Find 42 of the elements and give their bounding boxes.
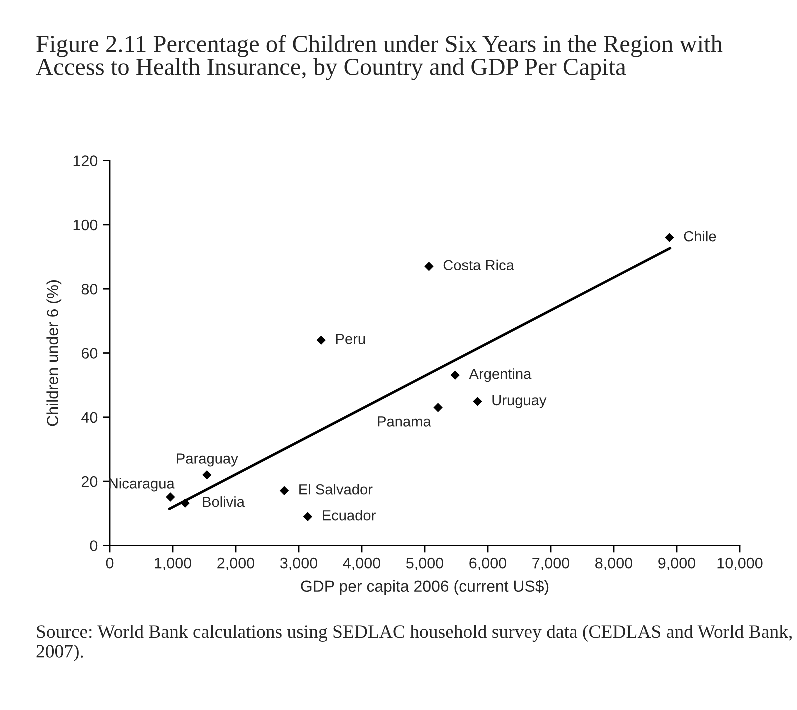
x-tick-label: 9,000 xyxy=(658,558,696,571)
point xyxy=(450,370,460,380)
point xyxy=(434,403,443,412)
point xyxy=(473,397,482,406)
y-tick-label: 0 xyxy=(90,540,98,552)
y-tick-label: 100 xyxy=(74,220,98,231)
point xyxy=(202,470,212,480)
point xyxy=(665,233,674,242)
point xyxy=(303,512,313,522)
annotation: Bolivia xyxy=(203,496,245,508)
y-tick-label: 120 xyxy=(74,156,98,166)
x-tick-label: 5,000 xyxy=(406,558,444,571)
point xyxy=(166,492,176,502)
x-tick-label: 3,000 xyxy=(280,558,318,571)
annotation: El Salvador xyxy=(300,484,373,495)
point xyxy=(316,336,326,346)
y-axis-title: Children under 6 (%) xyxy=(46,280,62,426)
x-axis-title: GDP per capita 2006 (current US$) xyxy=(301,580,549,596)
annotation: Paraguay xyxy=(177,454,238,467)
annotation: Ecuador xyxy=(323,510,376,521)
annotation: Chile xyxy=(684,230,716,242)
x-tick-label: 8,000 xyxy=(596,558,633,571)
annotation: Uruguay xyxy=(492,395,547,408)
source-note: Source: World Bank calculations using SEDLAC household survey data (CEDLAS and World Bank, 2007). xyxy=(36,625,792,662)
y-tick-label: 40 xyxy=(82,412,98,424)
y-tick-label: 20 xyxy=(82,476,98,488)
x-tick-label: 0 xyxy=(106,558,114,569)
x-tick-label: 7,000 xyxy=(532,558,570,571)
x-tick-label: 10,000 xyxy=(718,558,763,571)
annotation: Peru xyxy=(336,334,366,344)
chart-title: Figure 2.11 Percentage of Children under Six Years in the Region with Access to Health Insurance, by Country and GDP Per Capita xyxy=(36,35,723,80)
x-tick-label: 6,000 xyxy=(470,558,507,571)
annotation: Costa Rica xyxy=(444,260,514,271)
point xyxy=(280,486,290,496)
annotation: Panama xyxy=(378,416,432,427)
y-tick-label: 60 xyxy=(82,348,98,359)
x-tick-label: 4,000 xyxy=(343,558,381,571)
annotation: Argentina xyxy=(469,368,532,382)
point xyxy=(424,262,434,272)
y-tick-label: 80 xyxy=(82,284,98,295)
x-tick-label: 2,000 xyxy=(218,558,255,571)
x-tick-label: 1,000 xyxy=(155,558,192,571)
